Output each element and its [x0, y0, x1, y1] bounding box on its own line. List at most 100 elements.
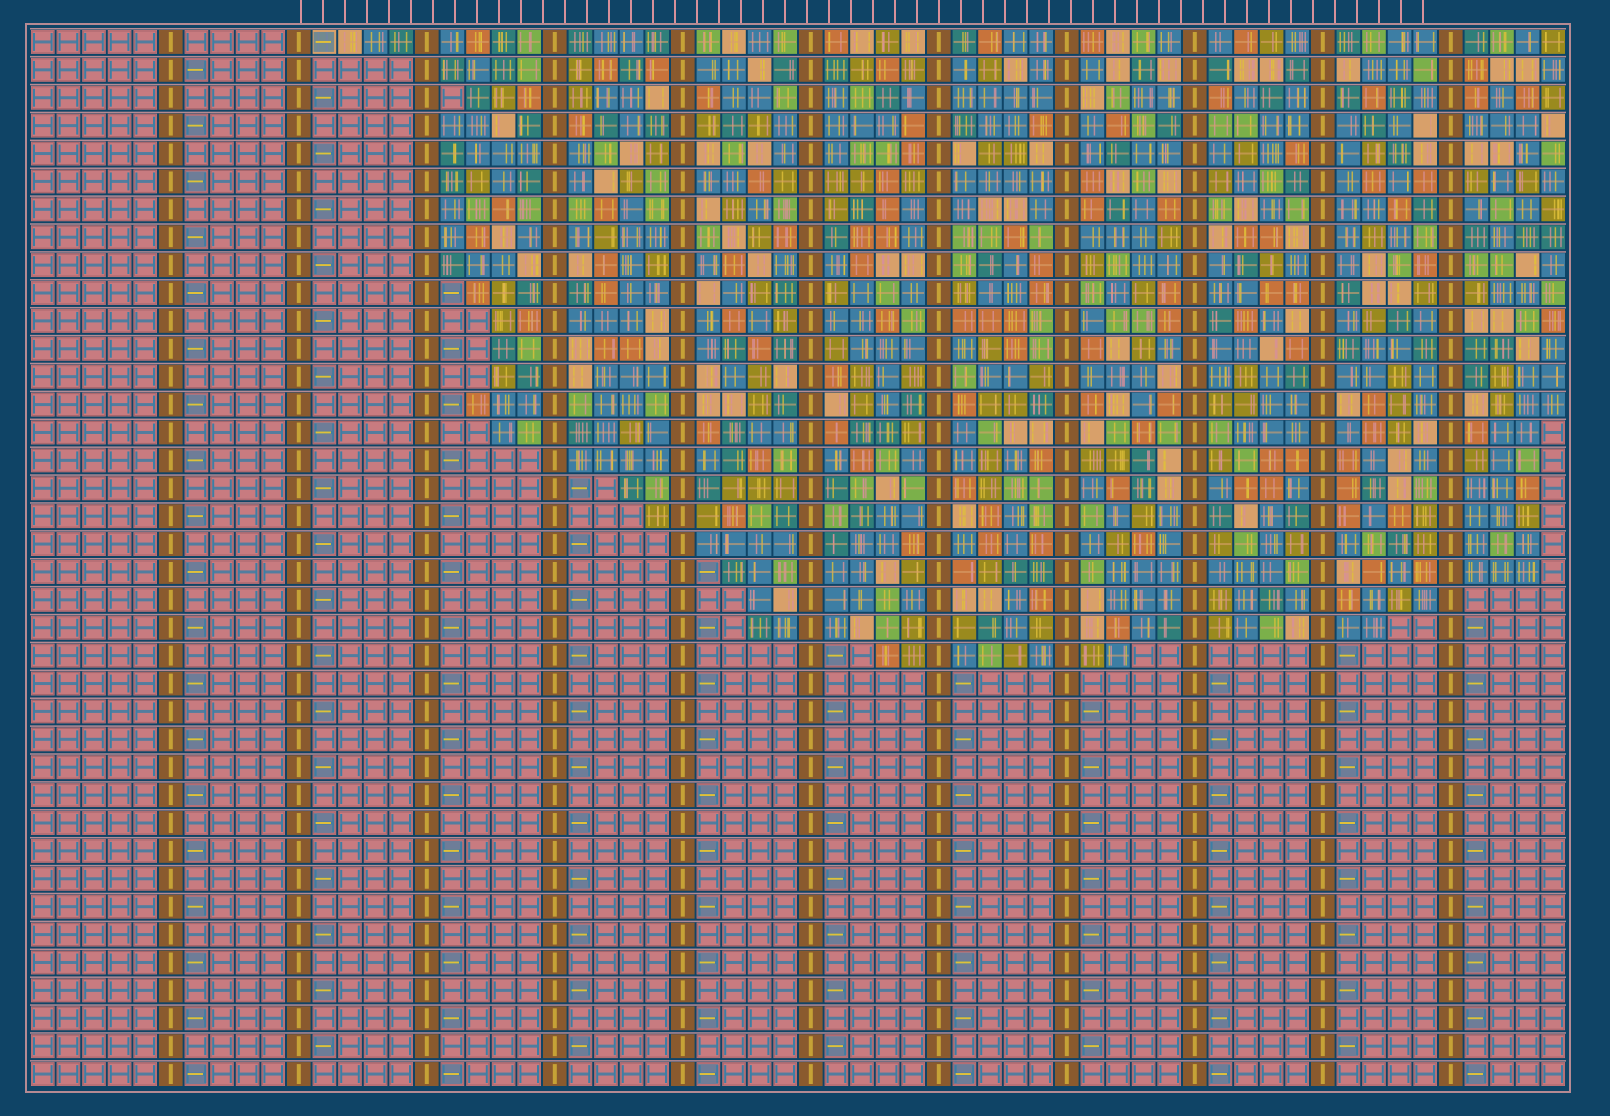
filler-via-left	[237, 88, 240, 107]
filler-via-right	[383, 395, 386, 414]
filler-metal	[136, 458, 154, 462]
filler-via-left	[442, 479, 445, 498]
filler-outline	[82, 281, 106, 305]
filler-via-left	[391, 479, 394, 498]
cell-poly	[1414, 459, 1436, 462]
cell-poly	[1286, 96, 1308, 99]
tap-contact	[1192, 394, 1197, 415]
cell-poly	[1491, 292, 1513, 294]
tap-contact	[552, 32, 557, 52]
filler-via-left	[109, 172, 112, 191]
tap-contact	[1320, 32, 1325, 52]
cell-poly	[902, 292, 924, 294]
filler-metal	[392, 319, 410, 323]
tap-contact	[552, 422, 557, 443]
cell-row	[30, 167, 1566, 194]
cell-poly	[1209, 236, 1232, 239]
cell-poly	[1209, 487, 1232, 490]
filler-via-right	[127, 33, 130, 51]
tap-contact	[168, 255, 173, 276]
cell-poly	[1516, 236, 1539, 239]
filler-outline	[389, 393, 413, 417]
buffer-contact	[315, 152, 331, 155]
filler-outline	[108, 225, 131, 249]
filler-metal	[110, 40, 129, 44]
tap-contact	[1448, 366, 1453, 387]
cell-poly	[518, 375, 540, 378]
filler-via-left	[1543, 423, 1546, 442]
cell-poly	[1235, 292, 1257, 294]
tap-contact	[168, 338, 173, 359]
tap-contact	[424, 59, 429, 80]
power-rail	[30, 362, 1566, 365]
cell-poly	[979, 375, 1001, 378]
filler-via-left	[365, 88, 368, 107]
cell-poly	[825, 68, 848, 71]
tap-contact	[1064, 310, 1069, 331]
filler-outline	[236, 58, 259, 82]
filler-via-right	[409, 479, 411, 498]
cell-poly	[492, 208, 515, 211]
cell-poly	[876, 292, 899, 294]
cell-poly	[1209, 96, 1232, 99]
filler-via-left	[135, 339, 138, 358]
filler-via-right	[229, 200, 232, 219]
cell-poly	[1465, 292, 1488, 294]
filler-metal	[238, 403, 257, 407]
cell-poly	[569, 431, 592, 434]
filler-outline	[364, 197, 387, 221]
filler-metal	[85, 458, 103, 462]
filler-via-right	[153, 479, 155, 498]
filler-metal	[85, 124, 103, 128]
cell-poly	[774, 403, 796, 406]
filler-metal	[213, 486, 231, 490]
tap-contact	[168, 227, 173, 248]
tap-contact	[808, 59, 813, 80]
filler-via-left	[391, 339, 394, 358]
filler-via-right	[101, 256, 104, 275]
cell-poly	[1158, 68, 1180, 71]
filler-via-right	[537, 479, 539, 498]
filler-via-right	[255, 200, 258, 219]
filler-via-right	[383, 479, 386, 498]
cell-poly	[1388, 403, 1411, 406]
cell-poly	[748, 68, 771, 71]
tap-contact	[168, 171, 173, 192]
filler-via-right	[281, 256, 283, 275]
filler-metal	[59, 403, 78, 407]
tap-contact	[1064, 478, 1069, 499]
io-pin	[1136, 0, 1138, 24]
cell-poly	[774, 68, 796, 71]
filler-outline	[185, 142, 208, 165]
filler-via-right	[101, 311, 104, 330]
cell-poly	[697, 208, 720, 211]
cell-poly	[1004, 236, 1027, 239]
filler-via-left	[340, 144, 343, 163]
filler-via-right	[76, 367, 79, 386]
filler-via-left	[468, 339, 471, 358]
filler-via-right	[383, 451, 386, 470]
filler-via-right	[229, 479, 232, 498]
cell-poly	[1337, 319, 1360, 322]
cell-poly	[953, 403, 976, 406]
io-pin	[1246, 0, 1248, 24]
tap-contact	[1064, 283, 1069, 303]
filler-outline	[313, 169, 336, 193]
cell-poly	[902, 487, 924, 490]
cell-poly	[1491, 264, 1513, 267]
filler-via-right	[485, 423, 488, 442]
tap-contact	[1064, 59, 1069, 80]
filler-metal	[1544, 430, 1562, 434]
cell-poly	[1286, 68, 1308, 71]
cell-poly	[1491, 96, 1513, 99]
cell-poly	[953, 431, 976, 434]
filler-via-left	[212, 144, 215, 163]
filler-metal	[469, 347, 487, 351]
cell-poly	[723, 68, 745, 71]
tap-contact	[680, 394, 685, 415]
cell-poly	[1235, 236, 1257, 239]
cell-poly	[1363, 403, 1385, 406]
filler-metal	[187, 152, 206, 156]
cell-poly	[1081, 431, 1104, 434]
filler-via-left	[33, 339, 35, 358]
